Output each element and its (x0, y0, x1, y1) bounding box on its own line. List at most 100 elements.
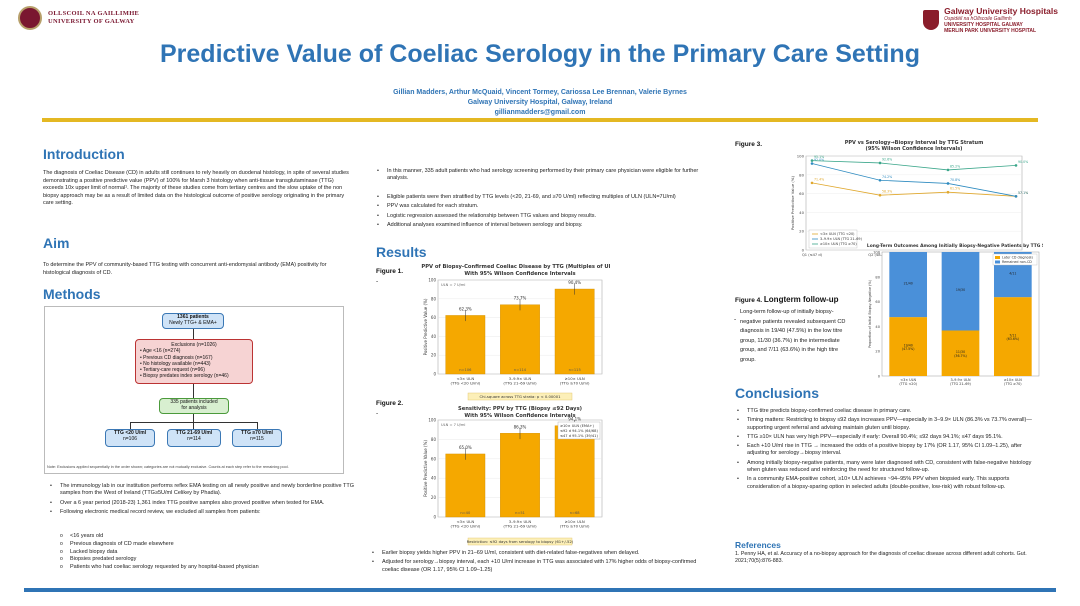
bar (554, 425, 595, 518)
author-block: Gillian Madders, Arthur McQuaid, Vincent… (0, 88, 1080, 118)
legend-box (992, 253, 1038, 266)
data-point (878, 193, 882, 197)
data-label: 19/30 (956, 288, 965, 292)
figure4-text: Long-term follow-up of initially biopsy-… (740, 309, 846, 363)
header-bar: OLLSCOIL NA GAILLIMHE UNIVERSITY OF GALW… (0, 0, 1080, 34)
figure4-dash: - (734, 316, 737, 323)
data-label: 74.2% (882, 175, 892, 179)
hosp-line4: MERLIN PARK UNIVERSITY HOSPITAL (944, 28, 1037, 34)
authors: Gillian Madders, Arthur McQuaid, Vincent… (393, 89, 687, 96)
data-label: 57.1% (1018, 191, 1028, 195)
data-label: 70.8% (950, 178, 960, 182)
y-tick-label: 0 (433, 515, 436, 520)
methods-bullets: The immunology lab in our institution pe… (50, 483, 355, 518)
flow-box-group-low: TTG <20 U/ml n=106 (105, 429, 155, 447)
aim-heading: Aim (43, 235, 70, 251)
data-point (1014, 195, 1018, 198)
chart-subtitle: (95% Wilson Confidence Intervals) (866, 146, 963, 152)
hospital-logo: Galway University Hospitals Ospidéil na … (923, 6, 1058, 34)
n-label: n=106 (459, 368, 472, 372)
uni-line1: OLLSCOIL NA GAILLIMHE (48, 10, 140, 17)
gold-divider (42, 118, 1038, 122)
x-tick-label: Q2 (48–92 d) (868, 253, 892, 257)
data-label: 94.1% (568, 417, 581, 422)
x-tick-label: ≥10× ULN (TTG ≥70 U/ml) (560, 376, 590, 385)
list-item: PPV was calculated for each stratum. (377, 203, 707, 211)
ref-line-label: ULN = 7 U/ml (441, 283, 465, 287)
bar-segment (941, 330, 980, 376)
middle-bullets: Eligible patients were then stratified b… (377, 194, 707, 231)
list-item: Additional analyses examined influence o… (377, 222, 707, 230)
hospital-crest-icon (923, 10, 940, 30)
x-tick-label: 3–9.9× ULN (TTG 21–69 U/ml) (503, 376, 537, 385)
figure1-chart: PPV of Biopsy-Confirmed Coeliac Disease … (421, 264, 610, 401)
flow-box-included: 335 patients included for analysis (159, 398, 229, 414)
series-line (811, 160, 1017, 171)
list-item: TTG ≥10× ULN has very high PPV—especiall… (737, 434, 1037, 442)
data-label: 95.1% (814, 155, 824, 159)
data-point (946, 168, 950, 172)
list-item: <16 years old (60, 533, 350, 541)
affiliation: Galway University Hospital, Galway, Irel… (467, 99, 613, 106)
list-item: Biopsies predated serology (60, 556, 350, 564)
figure1-label: Figure 1. (376, 268, 404, 275)
bar (445, 453, 486, 518)
legend-entry: <3× ULN (TTG <20) (820, 232, 855, 236)
list-item: The immunology lab in our institution pe… (50, 483, 355, 498)
data-label: 4/11 (1009, 272, 1016, 276)
list-item: Logistic regression assessed the relatio… (377, 213, 707, 221)
bar (500, 433, 540, 518)
figure2-dash: - (376, 410, 379, 417)
y-tick-label: 20 (875, 350, 880, 354)
data-label: 21/40 (904, 282, 913, 286)
y-tick-label: 60 (799, 191, 804, 196)
figure2-chart: Sensitivity: PPV by TTG (Biopsy ≤92 Days… (423, 406, 603, 546)
y-tick-label: 20 (431, 495, 437, 500)
y-tick-label: 80 (799, 172, 804, 177)
y-tick-label: 0 (802, 248, 805, 253)
y-axis-label: Positive Predictive Value (%) (423, 440, 428, 497)
flow-box-total: 1361 patients Newly TTG+ & EMA+ (162, 313, 224, 329)
legend-entry: Remained non-CD (1002, 260, 1032, 264)
legend-entry: ≥10× ULN (TTG ≥70) (820, 242, 857, 246)
legend-swatch (995, 260, 1000, 264)
y-tick-label: 60 (875, 300, 880, 304)
y-tick-label: 100 (428, 278, 436, 283)
hosp-line2: Ospidéil na hOllscoile Gaillimh (944, 16, 1012, 22)
footnote-box (467, 537, 573, 546)
chart-title: Sensitivity: PPV by TTG (Biopsy ≤92 Days… (458, 406, 582, 412)
annotation-box (557, 421, 601, 440)
y-tick-label: 40 (799, 210, 804, 215)
n-label: n=114 (514, 368, 527, 372)
x-tick-label: <3× ULN (TTG <20) (899, 378, 917, 386)
x-tick-label: 3–9.9× ULN (TTG 21–69 U/ml) (503, 519, 537, 528)
chart-title: Long-Term Outcomes Among Initially Biops… (867, 243, 1043, 249)
y-tick-label: 100 (428, 418, 436, 423)
chart-footnote: Chi-square across TTG strata: p < 0.0000… (479, 394, 561, 399)
flow-box-group-high: TTG ≥70 U/ml n=115 (232, 429, 282, 447)
methods-heading: Methods (43, 286, 101, 302)
n-label: n=68 (570, 511, 581, 515)
list-item: Timing matters: Restricting to biopsy ≤9… (737, 417, 1037, 432)
x-tick-label: Q1 (≤47 d) (802, 253, 823, 257)
exclusion-sub-bullets: <16 years old Previous diagnosis of CD m… (60, 533, 350, 572)
university-logo: OLLSCOIL NA GAILLIMHE UNIVERSITY OF GALW… (18, 6, 139, 30)
data-label: 73.7% (514, 296, 527, 301)
figure3-chart: PPV vs Serology→Biopsy Interval by TTG S… (790, 140, 1028, 257)
series-line (811, 163, 1017, 197)
y-tick-label: 40 (431, 334, 437, 339)
data-point (810, 162, 814, 165)
n-label: n=40 (460, 511, 471, 515)
y-axis-label: Positive Predictive Value (%) (423, 298, 428, 355)
y-tick-label: 20 (799, 229, 804, 234)
conclusions-heading: Conclusions (735, 385, 820, 401)
bar-segment (941, 252, 980, 331)
y-tick-label: 40 (875, 325, 880, 329)
y-tick-label: 80 (875, 275, 880, 279)
bar (554, 288, 595, 375)
data-label: 58.3% (882, 190, 892, 194)
x-tick-label: 3–9.9× ULN (TTG 21–69) (950, 378, 971, 386)
data-label: 92.0% (814, 158, 824, 162)
ref-line-label: ULN = 7 U/ml (441, 423, 465, 427)
conclusions-bullets: TTG titre predicts biopsy-confirmed coel… (737, 408, 1037, 493)
